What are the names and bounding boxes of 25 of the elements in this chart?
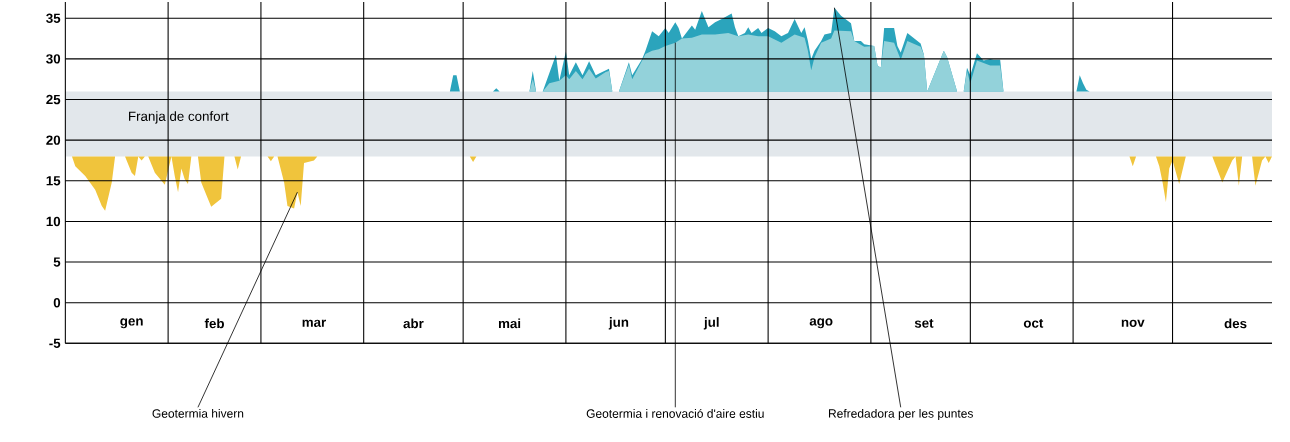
x-tick-label: set xyxy=(914,318,934,328)
y-tick-label: 0 xyxy=(53,297,61,308)
y-tick-label: 35 xyxy=(46,13,61,23)
y-tick-label: 5 xyxy=(53,257,61,267)
x-tick-label: gen xyxy=(120,318,143,329)
x-tick-label: des xyxy=(1224,318,1247,329)
x-tick-label: jul xyxy=(703,317,719,330)
x-tick-label: nov xyxy=(1121,319,1145,327)
y-tick-label: 15 xyxy=(46,176,61,186)
x-tick-label: mar xyxy=(302,319,327,327)
y-tick-label: 20 xyxy=(46,135,61,145)
y-tick-label: -5 xyxy=(49,338,61,348)
x-tick-label: abr xyxy=(403,318,424,329)
x-tick-label: feb xyxy=(204,318,224,329)
x-tick-label: jun xyxy=(608,317,629,330)
x-tick-label: oct xyxy=(1023,318,1044,328)
annotation: Geotermia i renovació d'aire estiu xyxy=(586,408,764,418)
x-tick-label: ago xyxy=(809,318,833,329)
band-label: Franja de confort xyxy=(129,111,229,124)
y-tick-label: 25 xyxy=(46,94,61,105)
x-tick-label: mai xyxy=(498,318,521,329)
y-tick-label: 10 xyxy=(46,216,61,227)
annotation: Refredadora per les puntes xyxy=(828,408,973,421)
annotation: Geotermia hivern xyxy=(152,408,244,418)
y-tick-label: 30 xyxy=(46,54,61,64)
